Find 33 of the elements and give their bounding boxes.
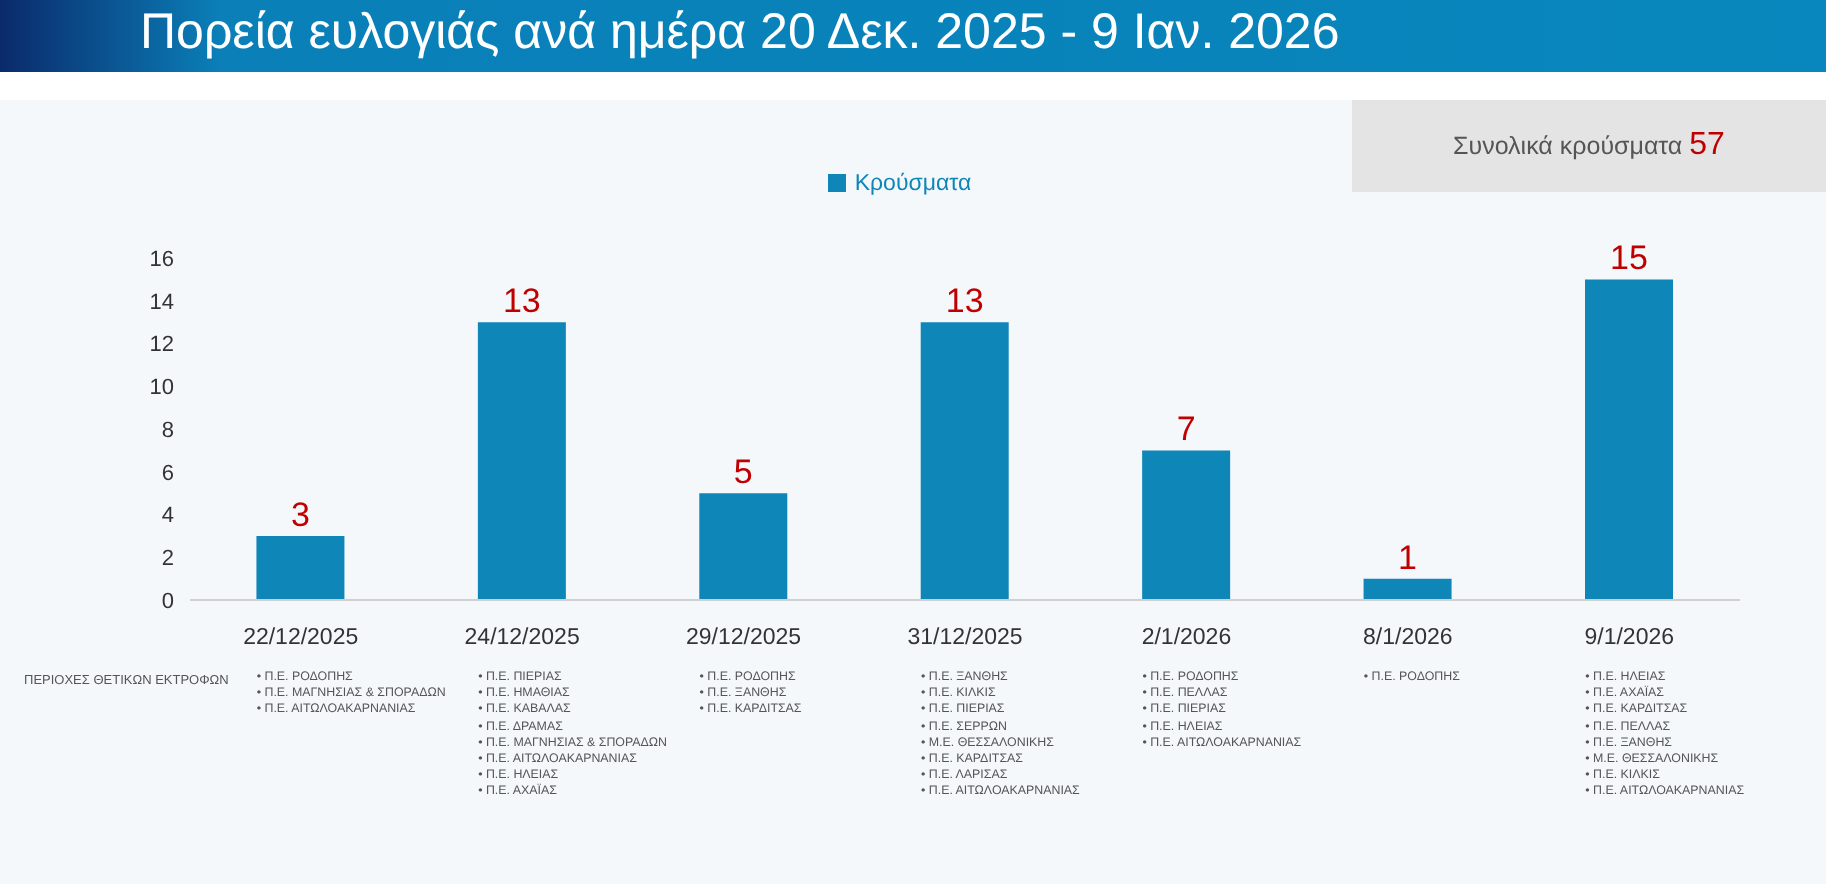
y-tick-label: 12 — [149, 333, 174, 358]
bar — [477, 322, 566, 600]
x-tick-label: 22/12/2025 — [243, 626, 359, 651]
y-tick-label: 14 — [149, 290, 174, 315]
y-tick-label: 8 — [161, 418, 174, 443]
x-tick-label: 2/1/2026 — [1141, 626, 1232, 651]
data-label: 1 — [1398, 538, 1418, 577]
y-tick-label: 4 — [161, 504, 174, 529]
bar — [1363, 578, 1452, 600]
y-tick-label: 10 — [149, 376, 174, 401]
x-tick-label: 9/1/2026 — [1584, 626, 1675, 651]
y-tick-label: 16 — [149, 247, 174, 272]
chart-title: Πορεία ευλογιάς ανά ημέρα 20 Δεκ. 2025 - 9 Ιαν. 2026 — [140, 4, 1340, 62]
x-tick-label: 31/12/2025 — [907, 626, 1023, 651]
x-tick-label: 29/12/2025 — [686, 626, 802, 651]
y-tick-label: 6 — [161, 461, 174, 486]
bar — [256, 535, 345, 600]
bar — [1142, 450, 1231, 600]
bar — [699, 493, 788, 600]
data-label: 13 — [502, 282, 541, 321]
data-label: 5 — [733, 453, 753, 492]
x-tick-label: 8/1/2026 — [1363, 626, 1453, 651]
x-tick-label: 24/12/2025 — [464, 626, 580, 651]
data-label: 15 — [1610, 239, 1648, 278]
data-label: 7 — [1176, 410, 1196, 449]
y-tick-label: 0 — [161, 589, 174, 614]
y-tick-label: 2 — [161, 547, 174, 572]
bar — [1585, 279, 1673, 600]
text: Συνολικά κρούσματα 57 — [1453, 128, 1725, 164]
data-label: 3 — [290, 495, 310, 534]
legend-label: Κρούσματα — [854, 172, 972, 196]
data-label: 13 — [945, 282, 984, 321]
bar — [920, 322, 1009, 600]
